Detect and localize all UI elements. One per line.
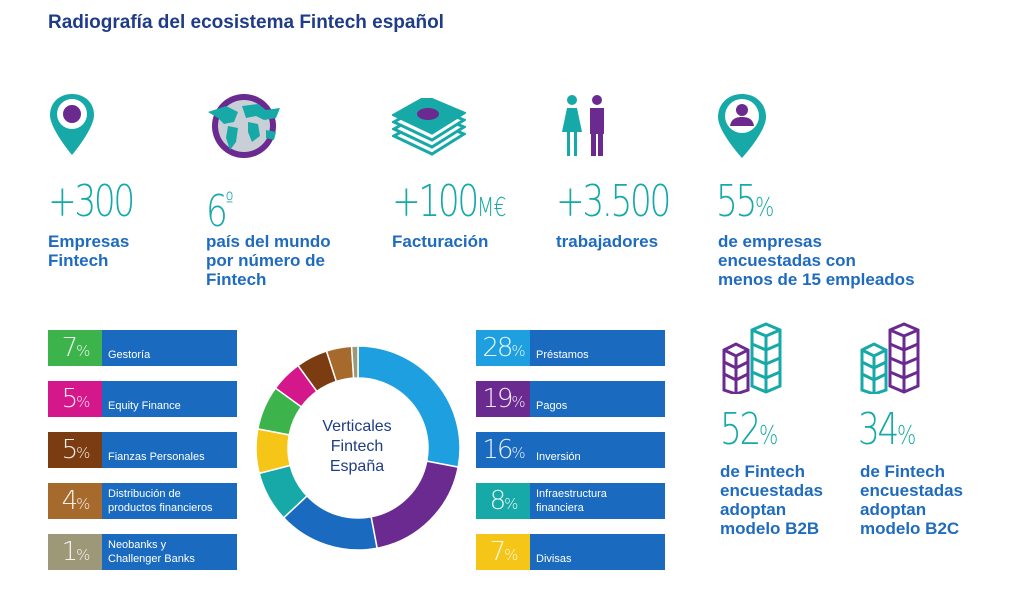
right-bar-pct: 16% [482, 435, 525, 465]
globe-icon [208, 94, 280, 158]
left-bar-0: 7% Gestoría [48, 330, 237, 366]
money-stack-icon [392, 98, 466, 156]
left-bar-swatch [48, 483, 102, 519]
left-bar-pct: 1% [61, 537, 91, 567]
right-bar-2: 16% Inversión [476, 432, 665, 468]
model-value-b2b: 52% [720, 404, 778, 455]
model-label-b2c: de Fintech encuestadas adoptan modelo B2… [860, 462, 963, 538]
right-bar-label: Inversión [536, 451, 581, 463]
buildings-b2c-icon [860, 322, 920, 394]
left-bar-swatch [48, 432, 102, 468]
right-bar-pct: 19% [482, 384, 525, 414]
left-bar-label: Fianzas Personales [108, 451, 205, 463]
left-bar-4: 1% Neobanks y Challenger Banks [48, 534, 237, 570]
left-bar-pct: 5% [61, 435, 91, 465]
right-bar-swatch [476, 381, 530, 417]
donut-slice-4 [255, 428, 292, 475]
stat-label-ranking: país del mundo por número de Fintech [206, 232, 331, 289]
left-bar-label: Equity Finance [108, 400, 181, 412]
left-bar-1: 5% Equity Finance [48, 381, 237, 417]
donut-center-label: Verticales Fintech España [322, 418, 392, 475]
stat-label-empresas: Empresas Fintech [48, 232, 130, 270]
right-bar-swatch [476, 534, 530, 570]
right-bar-label: Préstamos [536, 349, 589, 361]
person-pin-icon [718, 94, 766, 158]
page-title: Radiografía del ecosistema Fintech españ… [48, 12, 444, 33]
left-bar-swatch [48, 381, 102, 417]
donut-chart [255, 345, 461, 551]
left-bar-label: Gestoría [108, 349, 151, 361]
left-bar-3: 4% Distribución de productos financieros [48, 483, 237, 519]
stat-label-facturacion: Facturación [392, 232, 489, 251]
stat-value-ranking: 6º [206, 186, 234, 237]
stat-value-empleados: 55% [716, 176, 774, 227]
right-bar-pct: 28% [482, 333, 525, 363]
stat-value-trabajadores: +3.500 [556, 176, 671, 227]
right-bar-4: 7% Divisas [476, 534, 665, 570]
location-pin-icon [50, 94, 94, 155]
right-bar-swatch [476, 483, 530, 519]
left-bar-swatch [48, 330, 102, 366]
right-bar-3: 8% Infraestructura financiera [476, 483, 665, 519]
buildings-b2b-icon [722, 322, 782, 394]
left-bar-label: Distribución de productos financieros [108, 488, 213, 514]
model-value-b2c: 34% [858, 404, 916, 455]
right-bar-0: 28% Préstamos [476, 330, 665, 366]
model-label-b2b: de Fintech encuestadas adoptan modelo B2… [720, 462, 823, 538]
stat-value-facturacion: +100M€ [392, 176, 507, 227]
left-bar-pct: 4% [61, 486, 91, 516]
left-bar-2: 5% Fianzas Personales [48, 432, 237, 468]
right-bar-label: Pagos [536, 400, 568, 412]
left-bar-pct: 5% [61, 384, 91, 414]
stat-label-empleados: de empresas encuestadas con menos de 15 … [718, 232, 915, 289]
stat-label-trabajadores: trabajadores [556, 232, 659, 251]
right-bar-swatch [476, 432, 530, 468]
left-bar-pct: 7% [61, 333, 91, 363]
right-bar-swatch [476, 330, 530, 366]
right-bar-pct: 8% [489, 486, 519, 516]
right-bar-label: Infraestructura financiera [536, 488, 607, 514]
right-bar-label: Divisas [536, 553, 572, 565]
workers-icon [562, 95, 604, 156]
right-bar-pct: 7% [489, 537, 519, 567]
right-bar-1: 19% Pagos [476, 381, 665, 417]
donut-slice-9 [350, 345, 359, 379]
left-bar-swatch [48, 534, 102, 570]
left-bar-label: Neobanks y Challenger Banks [108, 539, 195, 565]
stat-value-empresas: +300 [48, 176, 135, 227]
